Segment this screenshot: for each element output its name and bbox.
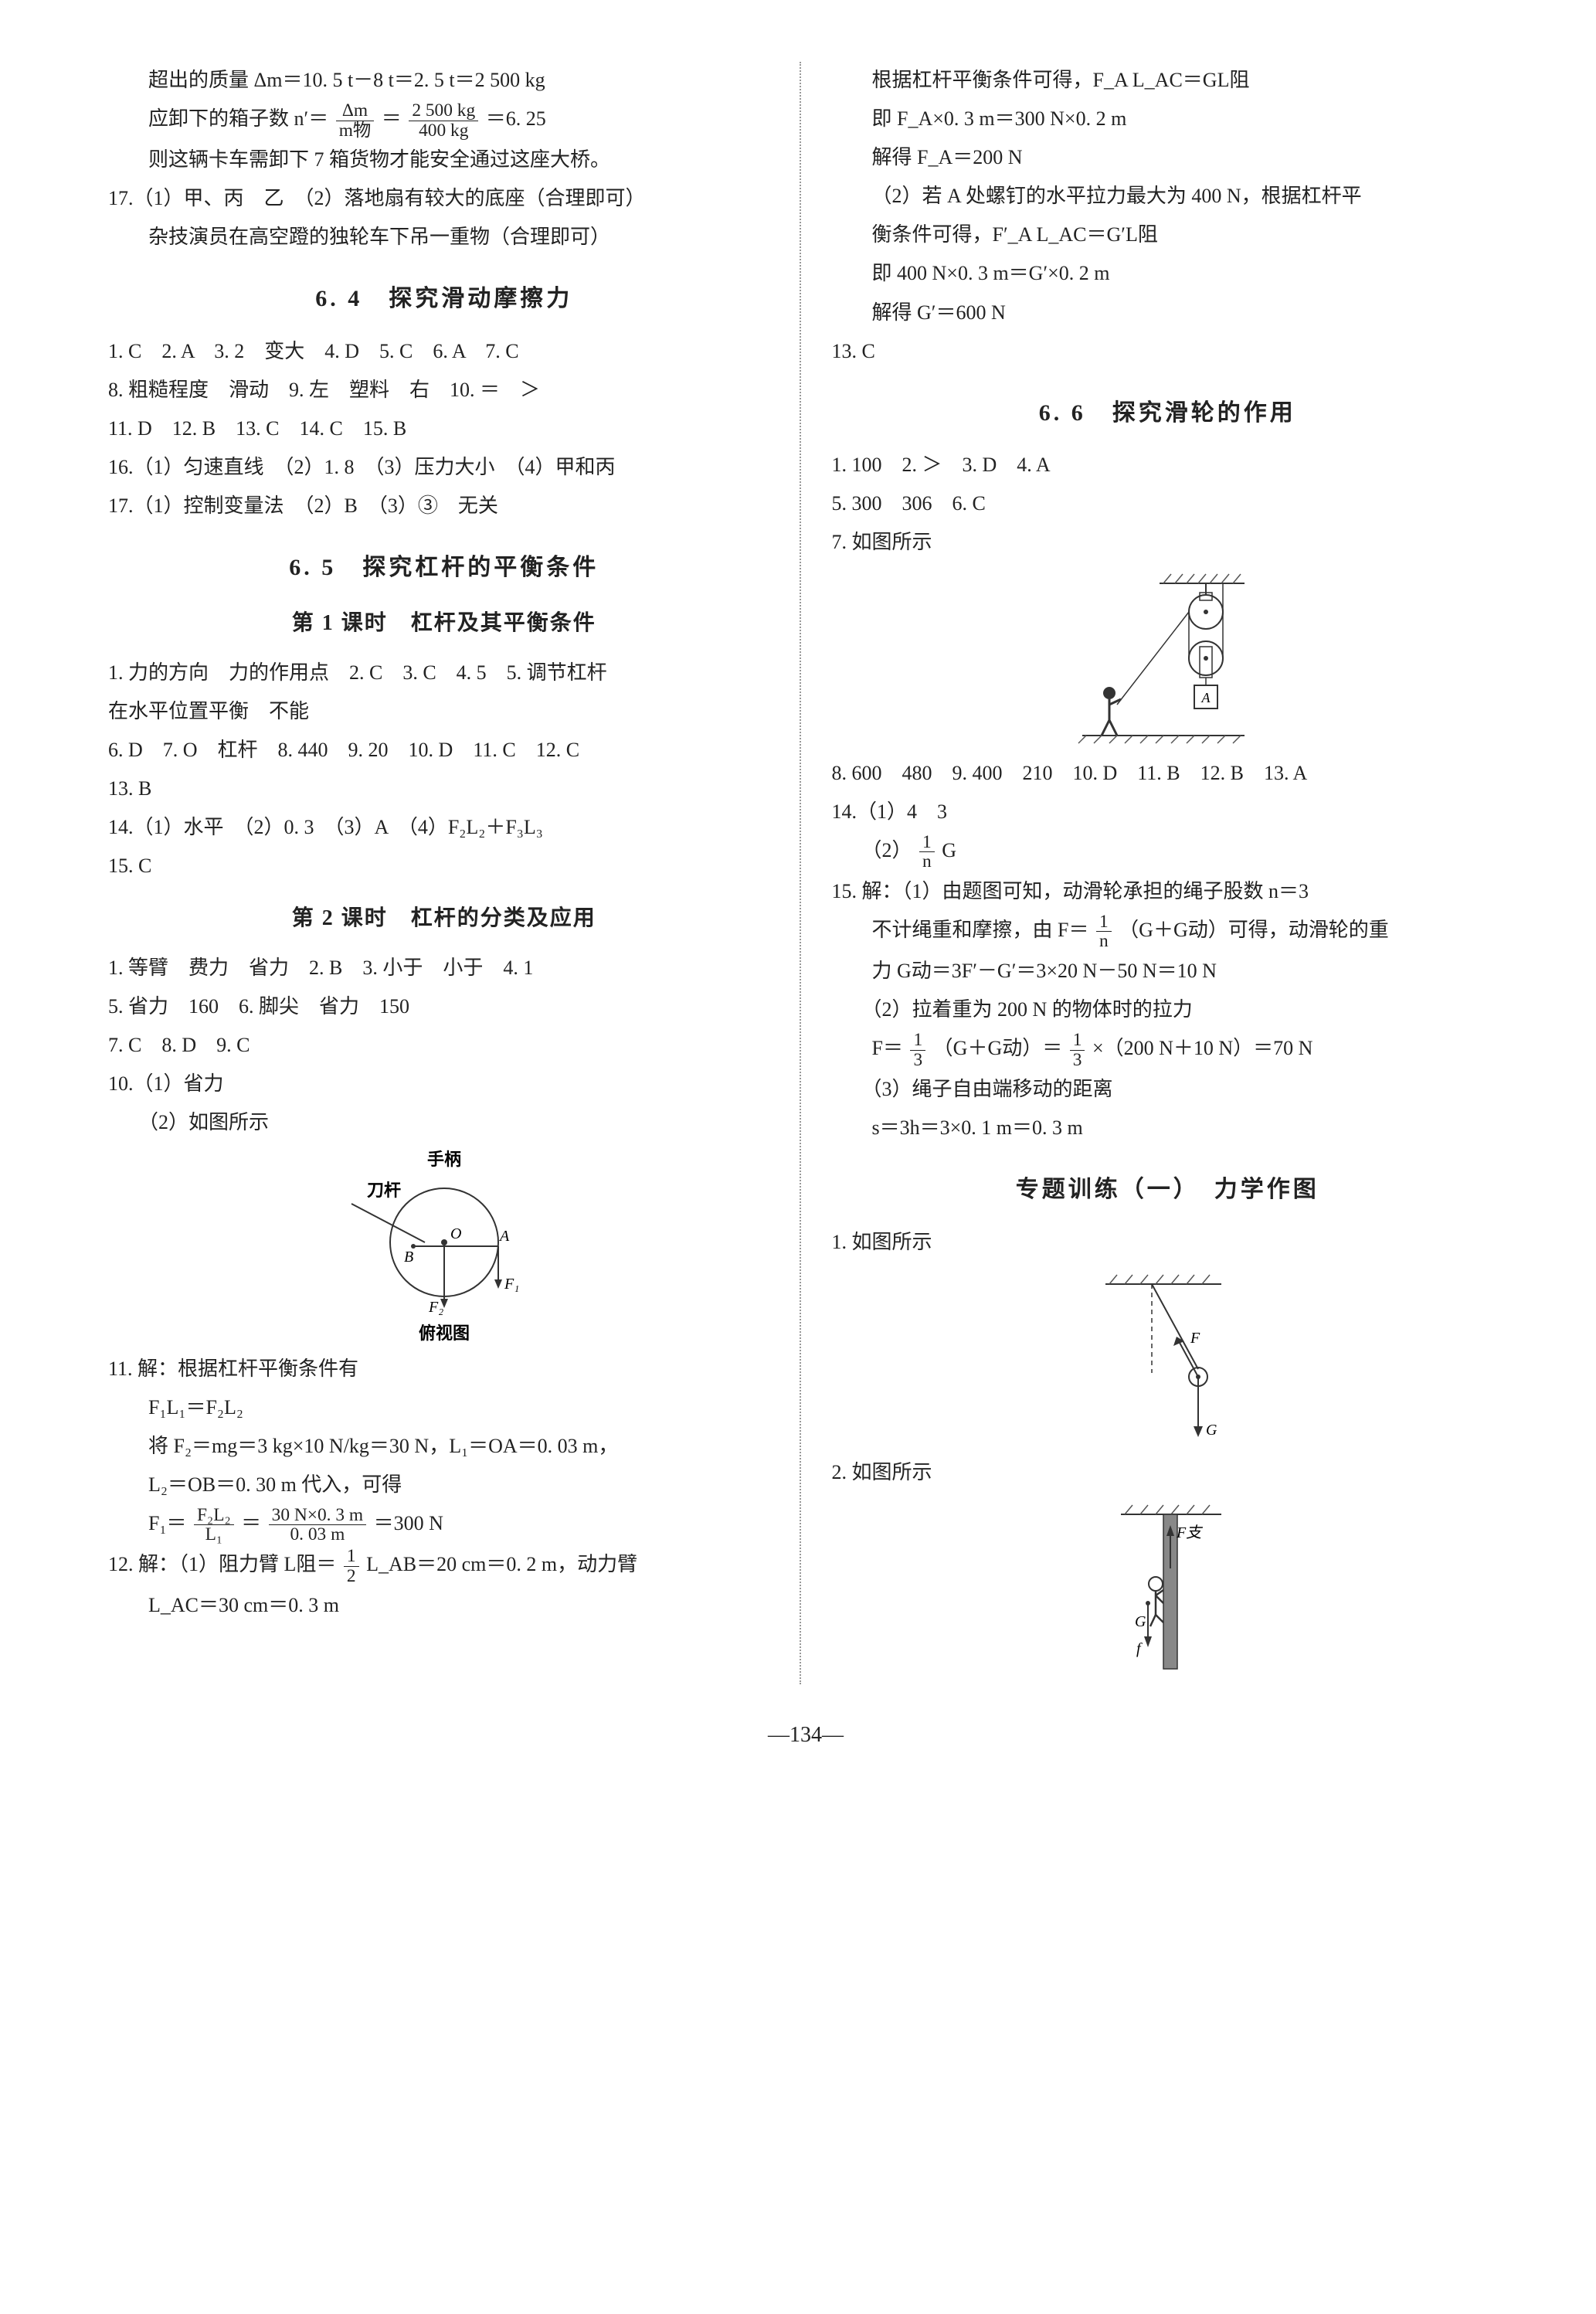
text-line: 6. D 7. O 杠杆 8. 440 9. 20 10. D 11. C 12… — [108, 732, 780, 769]
text-line: （2） 1 n G — [832, 832, 1504, 872]
text-line: 应卸下的箱子数 n′＝ Δm m物 ＝ 2 500 kg 400 kg ＝6. … — [108, 100, 780, 140]
text-line: 13. C — [832, 333, 1504, 370]
text-line: F＝ 1 3 （G＋G动）＝ 1 3 ×（200 N＋10 N）＝70 N — [832, 1030, 1504, 1069]
text-line: 11. 解：根据杠杆平衡条件有 — [108, 1351, 780, 1388]
text-line: 不计绳重和摩擦，由 F＝ 1 n （G＋G动）可得，动滑轮的重 — [832, 912, 1504, 951]
fraction: Δm m物 — [336, 101, 375, 140]
text-line: 解得 F_A＝200 N — [832, 139, 1504, 176]
svg-text:俯视图: 俯视图 — [419, 1323, 470, 1343]
figure-wall-climber-forces: F支 G f — [832, 1499, 1504, 1677]
text-line: （3）绳子自由端移动的距离 — [832, 1071, 1504, 1108]
topic-title: 专题训练（一） 力学作图 — [832, 1168, 1504, 1211]
svg-text:O: O — [450, 1225, 461, 1242]
fraction: 1 3 — [910, 1031, 925, 1069]
svg-text:G: G — [1135, 1613, 1146, 1630]
text-line: 解得 G′＝600 N — [832, 294, 1504, 331]
text-line: 15. 解：（1）由题图可知，动滑轮承担的绳子股数 n＝3 — [832, 873, 1504, 910]
text-line: 15. C — [108, 848, 780, 885]
text-line: 衡条件可得，F′_A L_AC＝G′L阻 — [832, 216, 1504, 253]
svg-text:F₂: F₂ — [428, 1299, 443, 1316]
text-line: F₁＝ F₂L₂ L₁ ＝ 30 N×0. 3 m 0. 03 m ＝300 N — [108, 1505, 780, 1544]
fig-label: 手柄 — [427, 1150, 461, 1169]
text-line: 即 F_A×0. 3 m＝300 N×0. 2 m — [832, 100, 1504, 138]
subsection-title: 第 2 课时 杠杆的分类及应用 — [108, 899, 780, 939]
text-line: 17.（1）甲、丙 乙 （2）落地扇有较大的底座（合理即可） — [108, 180, 780, 217]
subsection-title: 第 1 课时 杠杆及其平衡条件 — [108, 603, 780, 644]
section-6-4-title: 6. 4 探究滑动摩擦力 — [108, 277, 780, 321]
svg-text:B: B — [404, 1249, 413, 1266]
page-number: —134— — [108, 1715, 1503, 1755]
fraction: 30 N×0. 3 m 0. 03 m — [269, 1506, 366, 1544]
text-line: 1. 100 2. ＞ 3. D 4. A — [832, 447, 1504, 484]
text-line: 则这辆卡车需卸下 7 箱货物才能安全通过这座大桥。 — [108, 141, 780, 178]
fraction: F₂L₂ L₁ — [194, 1506, 234, 1544]
text-line: L_AC＝30 cm＝0. 3 m — [108, 1587, 780, 1624]
svg-text:F: F — [1190, 1330, 1200, 1347]
svg-text:F₁: F₁ — [504, 1276, 519, 1293]
text-line: 7. C 8. D 9. C — [108, 1027, 780, 1064]
text-line: 11. D 12. B 13. C 14. C 15. B — [108, 410, 780, 447]
text-line: 13. B — [108, 770, 780, 807]
text-line: 超出的质量 Δm＝10. 5 t－8 t＝2. 5 t＝2 500 kg — [108, 62, 780, 99]
text-line: 2. 如图所示 — [832, 1454, 1504, 1491]
text-line: 根据杠杆平衡条件可得，F_A L_AC＝GL阻 — [832, 62, 1504, 99]
text-line: 1. C 2. A 3. 2 变大 4. D 5. C 6. A 7. C — [108, 333, 780, 370]
text-line: 在水平位置平衡 不能 — [108, 693, 780, 730]
svg-text:A: A — [498, 1228, 510, 1245]
text-line: s＝3h＝3×0. 1 m＝0. 3 m — [832, 1109, 1504, 1147]
figure-lever-top-view: 手柄 刀杆 O B A F₁ F₂ 俯视图 — [108, 1150, 780, 1343]
text-line: 14.（1）4 3 — [832, 793, 1504, 831]
svg-text:A: A — [1201, 690, 1211, 705]
text-line: 8. 粗糙程度 滑动 9. 左 塑料 右 10. ＝ ＞ — [108, 372, 780, 409]
text-line: 杂技演员在高空蹬的独轮车下吊一重物（合理即可） — [108, 219, 780, 256]
text-line: 1. 力的方向 力的作用点 2. C 3. C 4. 5 5. 调节杠杆 — [108, 654, 780, 691]
text-line: 将 F₂＝mg＝3 kg×10 N/kg＝30 N，L₁＝OA＝0. 03 m， — [108, 1428, 780, 1465]
text-line: 12. 解：（1）阻力臂 L阻＝ 1 2 L_AB＝20 cm＝0. 2 m，动… — [108, 1546, 780, 1585]
text-line: 17.（1）控制变量法 （2）B （3）③ 无关 — [108, 488, 780, 525]
text-line: （2）若 A 处螺钉的水平拉力最大为 400 N，根据杠杆平 — [832, 178, 1504, 215]
fraction: 1 n — [1096, 912, 1112, 951]
text-line: 1. 等臂 费力 省力 2. B 3. 小于 小于 4. 1 — [108, 950, 780, 987]
figure-pendulum-forces: F G — [832, 1269, 1504, 1446]
section-6-6-title: 6. 6 探究滑轮的作用 — [832, 392, 1504, 435]
text-line: 1. 如图所示 — [832, 1224, 1504, 1261]
fraction: 1 n — [919, 833, 935, 872]
svg-text:刀杆: 刀杆 — [367, 1181, 401, 1200]
text-line: （2）如图所示 — [108, 1104, 780, 1141]
text-line: 5. 省力 160 6. 脚尖 省力 150 — [108, 988, 780, 1025]
fraction: 1 2 — [344, 1547, 359, 1585]
text-line: 8. 600 480 9. 400 210 10. D 11. B 12. B … — [832, 755, 1504, 792]
text-line: 即 400 N×0. 3 m＝G′×0. 2 m — [832, 255, 1504, 292]
svg-text:G: G — [1206, 1422, 1217, 1439]
text-line: 5. 300 306 6. C — [832, 485, 1504, 522]
frac-prefix: 应卸下的箱子数 n′＝ — [148, 107, 328, 130]
text-line: （2）拉着重为 200 N 的物体时的拉力 — [832, 991, 1504, 1028]
text-line: L₂＝OB＝0. 30 m 代入，可得 — [108, 1466, 780, 1504]
right-column: 根据杠杆平衡条件可得，F_A L_AC＝GL阻 即 F_A×0. 3 m＝300… — [824, 62, 1504, 1684]
left-column: 超出的质量 Δm＝10. 5 t－8 t＝2. 5 t＝2 500 kg 应卸下… — [108, 62, 801, 1684]
svg-text:f: f — [1136, 1640, 1143, 1657]
text-line: F₁L₁＝F₂L₂ — [108, 1389, 780, 1426]
svg-text:F支: F支 — [1176, 1524, 1203, 1541]
text-line: 7. 如图所示 — [832, 524, 1504, 561]
text-line: 力 G动＝3F′－G′＝3×20 N－50 N＝10 N — [832, 953, 1504, 990]
fraction: 1 3 — [1070, 1031, 1085, 1069]
figure-pulley-system: A — [832, 569, 1504, 747]
text-line: 16.（1）匀速直线 （2）1. 8 （3）压力大小 （4）甲和丙 — [108, 449, 780, 486]
text-line: 10.（1）省力 — [108, 1065, 780, 1103]
text-line: 14.（1）水平 （2）0. 3 （3）A （4）F₂L₂＋F₃L₃ — [108, 809, 780, 846]
section-6-5-title: 6. 5 探究杠杆的平衡条件 — [108, 546, 780, 590]
fraction: 2 500 kg 400 kg — [409, 101, 478, 140]
